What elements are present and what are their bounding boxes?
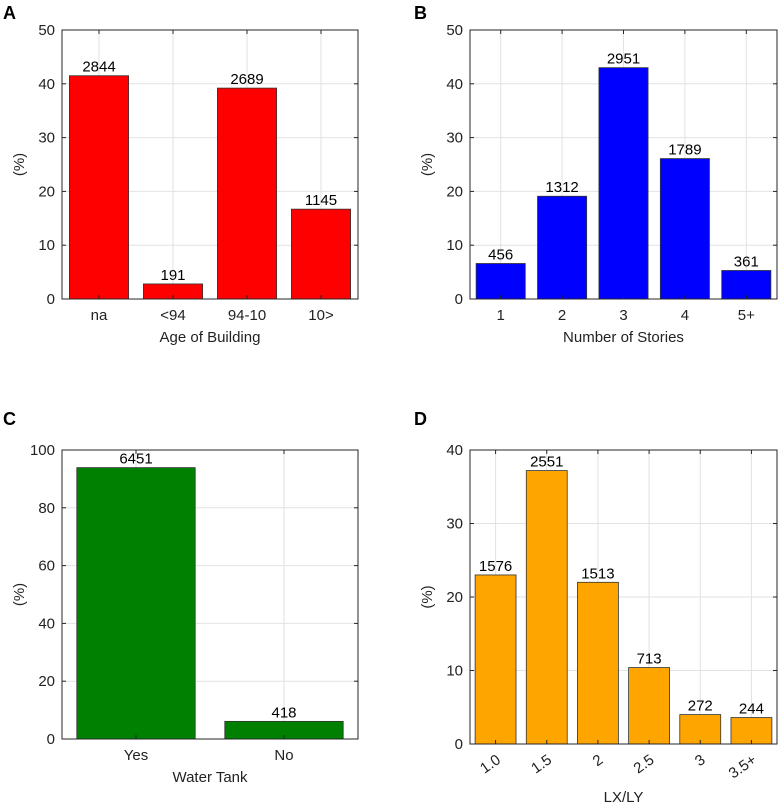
bar xyxy=(216,87,277,300)
y-tick-label: 0 xyxy=(47,291,55,308)
bar xyxy=(628,667,670,745)
y-tick-label: 40 xyxy=(38,76,55,93)
x-tick-label: No xyxy=(274,747,293,764)
y-tick-label: 20 xyxy=(38,183,55,200)
bar-value-label: 1513 xyxy=(581,565,614,582)
bar-value-label: 244 xyxy=(739,701,764,718)
bar xyxy=(659,158,710,300)
bar-value-label: 713 xyxy=(637,651,662,668)
y-tick-label: 100 xyxy=(30,442,55,459)
bar xyxy=(69,75,130,300)
x-tick-label: 2 xyxy=(590,751,607,770)
x-tick-label: 2 xyxy=(558,307,566,324)
bar xyxy=(290,208,351,300)
x-axis-label: LX/LY xyxy=(604,789,644,806)
y-tick-label: 40 xyxy=(446,442,463,459)
x-axis-label: Number of Stories xyxy=(563,329,684,346)
bar xyxy=(679,714,722,745)
x-tick-label: 2.5 xyxy=(631,751,658,777)
bar-value-label: 418 xyxy=(271,704,296,721)
bar-value-label: 456 xyxy=(488,246,513,263)
bar xyxy=(76,467,196,740)
bar-value-label: 2551 xyxy=(530,454,563,471)
bar-value-label: 1576 xyxy=(479,558,512,575)
y-axis-label: (%) xyxy=(419,585,436,608)
bar-value-label: 1789 xyxy=(668,142,701,159)
bar xyxy=(730,717,773,745)
x-tick-label: na xyxy=(91,307,108,324)
x-tick-label: 5+ xyxy=(738,307,755,324)
bar xyxy=(537,195,588,300)
y-tick-label: 80 xyxy=(38,500,55,517)
bar-value-label: 272 xyxy=(688,698,713,715)
y-tick-label: 20 xyxy=(446,589,463,606)
panel-letter: A xyxy=(3,3,16,23)
panel-c: C 6451 418 0 20 40 60 80 100 Yes No Water Tank (%) xyxy=(3,409,359,786)
x-tick-label: 3 xyxy=(619,307,627,324)
x-tick-label: 4 xyxy=(681,307,689,324)
x-axis-label: Age of Building xyxy=(160,329,261,346)
y-tick-label: 50 xyxy=(446,22,463,39)
y-tick-label: 40 xyxy=(446,76,463,93)
y-tick-label: 40 xyxy=(38,615,55,632)
x-tick-label: 94-10 xyxy=(228,307,266,324)
bar-value-label: 2951 xyxy=(607,51,640,68)
y-tick-label: 30 xyxy=(446,516,463,533)
x-axis-label: Water Tank xyxy=(172,769,248,786)
y-tick-label: 30 xyxy=(38,130,55,147)
panel-letter: D xyxy=(414,409,427,429)
bar-value-label: 191 xyxy=(160,267,185,284)
y-tick-label: 20 xyxy=(446,183,463,200)
y-tick-label: 60 xyxy=(38,558,55,575)
y-tick-label: 0 xyxy=(455,736,463,753)
bar xyxy=(721,270,772,300)
bar-value-label: 1312 xyxy=(545,179,578,196)
y-tick-label: 20 xyxy=(38,673,55,690)
y-axis-label: (%) xyxy=(419,153,436,176)
y-axis-label: (%) xyxy=(11,583,28,606)
x-tick-label: 1.5 xyxy=(528,751,555,777)
x-tick-label: Yes xyxy=(124,747,148,764)
y-tick-label: 10 xyxy=(38,237,55,254)
bar-value-label: 6451 xyxy=(119,451,152,468)
y-tick-label: 50 xyxy=(38,22,55,39)
panel-letter: C xyxy=(3,409,16,429)
x-tick-label: 1 xyxy=(497,307,505,324)
axes-frame xyxy=(61,29,359,300)
y-tick-label: 0 xyxy=(455,291,463,308)
panel-d: D 1576 2551 1513 713 272 244 0 10 20 30 40 1.0 1.5 2 2.… xyxy=(414,409,778,806)
x-tick-label: 3 xyxy=(692,751,709,770)
y-tick-label: 10 xyxy=(446,663,463,680)
panel-b: B 456 1312 2951 1789 361 0 10 20 30 40 50 1 2 3 4 5+ Numb… xyxy=(414,3,778,346)
axes-frame xyxy=(61,449,359,740)
panel-a: A 2844 191 2689 1145 0 10 20 30 40 50 na <94 94-10 10>… xyxy=(3,3,359,346)
bar xyxy=(474,574,517,745)
x-tick-label: 1.0 xyxy=(477,751,504,777)
bar-value-label: 361 xyxy=(734,253,759,270)
y-tick-label: 0 xyxy=(47,731,55,748)
bar xyxy=(475,263,526,300)
x-tick-label: 10> xyxy=(308,307,334,324)
bar xyxy=(598,67,649,300)
bar xyxy=(577,581,619,745)
x-tick-label: 3.5+ xyxy=(726,751,760,782)
bar-value-label: 1145 xyxy=(305,192,337,209)
y-tick-label: 30 xyxy=(446,130,463,147)
x-tick-label: <94 xyxy=(160,307,185,324)
y-axis-label: (%) xyxy=(11,153,28,176)
panel-letter: B xyxy=(414,3,427,23)
y-tick-label: 10 xyxy=(446,237,463,254)
bar xyxy=(525,470,568,745)
bar-value-label: 2689 xyxy=(230,71,263,88)
bar-value-label: 2844 xyxy=(82,59,115,76)
